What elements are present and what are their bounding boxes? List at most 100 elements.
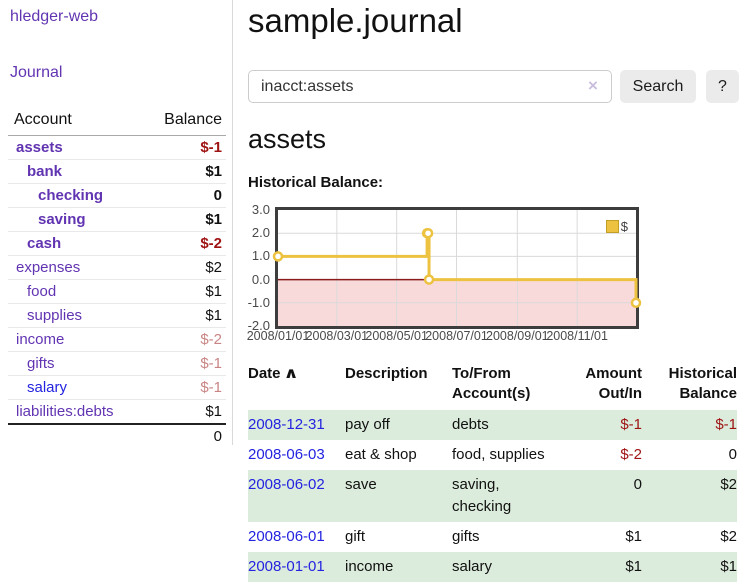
transaction-description: eat & shop	[345, 446, 417, 463]
transaction-balance: $1	[720, 558, 737, 575]
sidebar-account-row: gifts $-1	[8, 351, 226, 376]
transaction-balance: 0	[728, 446, 737, 463]
sidebar-account-link[interactable]: checking	[38, 187, 104, 204]
chart-legend: $	[605, 219, 628, 234]
account-column-header: Account	[8, 108, 143, 136]
sidebar-account-balance: $-1	[142, 351, 226, 376]
register-row: 2008-01-01 income salary $1 $1	[248, 552, 737, 582]
chart-legend-label: $	[620, 219, 628, 234]
accounts-table-header: Account Balance	[8, 108, 226, 136]
chart-x-axis: 2008/01/01 2008/03/01 2008/05/01 2008/07/01…	[247, 329, 636, 343]
sidebar-account-link[interactable]: income	[16, 331, 65, 348]
app-title-link[interactable]: hledger-web	[10, 8, 99, 25]
transaction-description: save	[345, 476, 377, 493]
sidebar-account-link[interactable]: expenses	[16, 259, 81, 276]
sidebar-account-row: liabilities:debts $1	[8, 399, 226, 424]
transaction-date-link[interactable]: 2008-06-01	[248, 528, 325, 545]
sidebar-account-balance: $1	[142, 207, 226, 232]
x-tick-label: 2008/05/01	[365, 329, 428, 343]
sidebar-account-row: cash $-2	[8, 231, 226, 256]
y-tick-label: -1.0	[247, 294, 270, 310]
accounts-total-row: 0	[8, 423, 226, 448]
total-spacer	[8, 423, 143, 448]
sidebar-account-link[interactable]: food	[27, 283, 57, 300]
accounts-column-header[interactable]: To/From Account(s)	[452, 365, 531, 402]
register-table: Date ∧ Description To/From Account(s) Amo…	[248, 362, 737, 582]
sidebar-account-balance: $-2	[142, 231, 226, 256]
sidebar-account-link[interactable]: liabilities:debts	[16, 403, 114, 420]
balance-column-header-register[interactable]: Historical Balance	[668, 365, 737, 402]
sidebar-account-link[interactable]: assets	[16, 139, 63, 156]
register-row: 2008-12-31 pay off debts $-1 $-1	[248, 410, 737, 440]
transaction-accounts: debts	[452, 416, 489, 433]
transaction-date-link[interactable]: 2008-01-01	[248, 558, 325, 575]
x-tick-label: 2008/01/01	[246, 329, 310, 343]
chart-y-axis: 3.0 2.0 1.0 0.0 -1.0 -2.0	[236, 202, 270, 333]
sidebar-account-balance: $1	[142, 303, 226, 328]
y-tick-label: 0.0	[251, 271, 270, 287]
sidebar-account-link[interactable]: bank	[27, 163, 63, 180]
transaction-amount: $-1	[620, 416, 642, 433]
register-row: 2008-06-01 gift gifts $1 $2	[248, 522, 737, 552]
sidebar-account-link[interactable]: supplies	[27, 307, 83, 324]
search-button[interactable]: Search	[620, 70, 696, 103]
register-row: 2008-06-02 save saving, checking 0 $2	[248, 470, 737, 522]
sidebar-account-balance: $1	[142, 399, 226, 424]
sidebar-account-row: salary $-1	[8, 375, 226, 400]
chart-section-label: Historical Balance:	[248, 174, 384, 191]
sort-ascending-icon: ∧	[282, 365, 299, 382]
x-tick-label: 2008/03/01	[305, 329, 369, 343]
search-input[interactable]	[248, 70, 612, 103]
date-column-header[interactable]: Date ∧	[248, 365, 299, 382]
y-tick-label: 2.0	[251, 225, 270, 241]
transaction-balance: $2	[720, 476, 737, 493]
account-heading: assets	[248, 124, 327, 154]
y-tick-label: -2.0	[247, 318, 270, 333]
clear-search-icon[interactable]: ×	[588, 76, 598, 95]
sidebar-account-row: food $1	[8, 279, 226, 304]
x-tick-label: 2008/07/01	[425, 329, 488, 343]
sidebar-account-row: assets $-1	[8, 136, 226, 160]
sidebar-account-link[interactable]: cash	[27, 235, 62, 252]
transaction-description: gift	[345, 528, 366, 545]
sidebar-accounts-body: assets $-1 bank $1 checking 0 saving $1 cash $-2 e…	[8, 136, 226, 424]
transaction-accounts: food, supplies	[452, 446, 545, 463]
sidebar-account-row: supplies $1	[8, 303, 226, 328]
transaction-description: income	[345, 558, 394, 575]
transaction-amount: $1	[625, 558, 642, 575]
help-button[interactable]: ?	[706, 70, 739, 103]
sidebar-account-link[interactable]: saving	[38, 211, 86, 228]
transaction-accounts: gifts	[452, 528, 480, 545]
sidebar-account-balance: $2	[142, 255, 226, 280]
sidebar-account-row: bank $1	[8, 159, 226, 184]
description-column-header[interactable]: Description	[345, 365, 428, 382]
sidebar: hledger-web Journal Account Balance asse…	[0, 0, 232, 448]
transaction-amount: 0	[633, 476, 642, 493]
sidebar-account-balance: $1	[142, 279, 226, 304]
sidebar-account-balance: $-1	[142, 375, 226, 400]
accounts-total-value: 0	[142, 423, 226, 448]
sidebar-item-journal[interactable]: Journal	[10, 64, 63, 81]
transaction-accounts: saving, checking	[452, 476, 512, 515]
y-tick-label: 3.0	[251, 202, 270, 217]
page-title: sample.journal	[248, 2, 463, 39]
sidebar-account-row: saving $1	[8, 207, 226, 232]
accounts-table: Account Balance assets $-1 bank $1 checking 0…	[8, 108, 226, 448]
amount-column-header[interactable]: Amount Out/In	[585, 365, 642, 402]
transaction-balance: $-1	[715, 416, 737, 433]
transaction-date-link[interactable]: 2008-06-03	[248, 446, 325, 463]
transaction-accounts: salary	[452, 558, 493, 575]
sidebar-account-row: income $-2	[8, 327, 226, 352]
sidebar-account-link[interactable]: salary	[27, 379, 68, 396]
register-header-row: Date ∧ Description To/From Account(s) Amo…	[248, 362, 737, 410]
sidebar-account-row: expenses $2	[8, 255, 226, 280]
balance-chart-svg	[272, 210, 642, 326]
sidebar-account-link[interactable]: gifts	[27, 355, 55, 372]
transaction-balance: $2	[720, 528, 737, 545]
transaction-date-link[interactable]: 2008-06-02	[248, 476, 325, 493]
sidebar-account-balance: $-2	[142, 327, 226, 352]
balance-column-header: Balance	[142, 108, 226, 136]
sidebar-account-balance: 0	[142, 183, 226, 208]
sidebar-divider	[232, 0, 233, 445]
transaction-date-link[interactable]: 2008-12-31	[248, 416, 325, 433]
